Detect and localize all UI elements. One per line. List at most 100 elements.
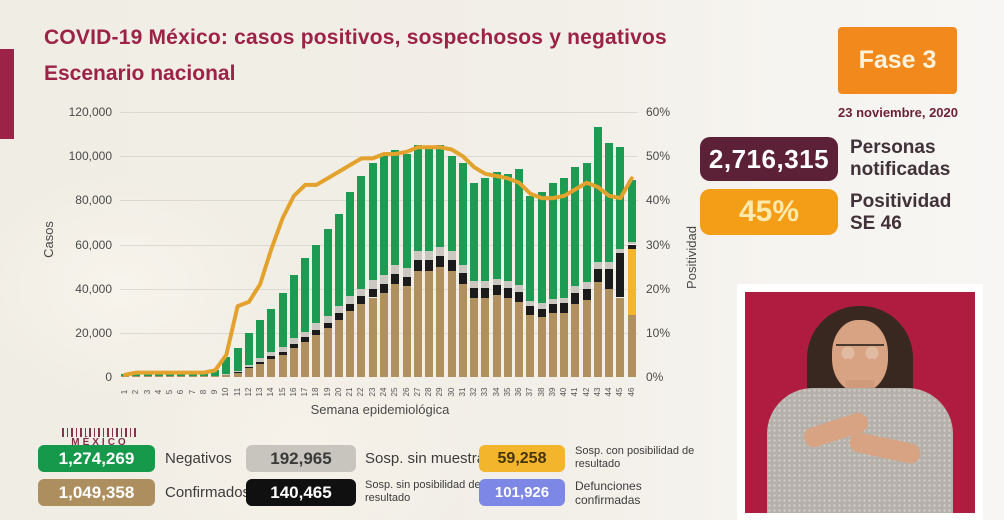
bar-segment-negativos — [447, 156, 456, 252]
bar-segment-confirmados — [391, 284, 400, 377]
bar-segment-sosp-sin-posibilidad-de-resultado — [256, 361, 265, 364]
x-axis-tick: 32 — [469, 387, 479, 397]
bar-segment-negativos — [346, 191, 355, 297]
date-label: 23 noviembre, 2020 — [838, 105, 958, 120]
bar-segment-sosp-sin-muestra — [323, 316, 332, 323]
notified-persons-value: 2,716,315 — [708, 143, 830, 174]
bar-segment-sosp-sin-muestra — [481, 280, 490, 288]
bar-segment-sosp-sin-posibilidad-de-resultado — [492, 285, 501, 296]
x-axis-tick: 30 — [446, 387, 456, 397]
x-axis-tick: 20 — [333, 387, 343, 397]
legend-pill-sosp-sin-posibilidad: 140,465 — [246, 479, 356, 506]
bar-segment-negativos — [413, 145, 422, 252]
bar-segment-sosp-sin-muestra — [301, 331, 310, 338]
bar-segment-sosp-sin-posibilidad-de-resultado — [391, 274, 400, 285]
bar-segment-sosp-sin-muestra — [346, 296, 355, 305]
bar-segment-sosp-sin-muestra — [289, 338, 298, 344]
bar-segment-negativos — [481, 178, 490, 281]
bar-segment-confirmados — [560, 312, 569, 377]
bar-segment-confirmados — [211, 375, 220, 377]
bar-segment-sosp-sin-muestra — [436, 246, 445, 256]
x-axis-tick: 26 — [401, 387, 411, 397]
bar-segment-confirmados — [121, 376, 129, 378]
x-axis-tick: 38 — [536, 387, 546, 397]
legend-label-confirmados: Confirmados — [165, 484, 251, 501]
bar-segment-sosp-sin-muestra — [391, 265, 400, 275]
positivity-label: Positividad SE 46 — [850, 191, 952, 235]
y-axis-tick: 20,000 — [75, 325, 112, 340]
bar-segment-sosp-sin-posibilidad-de-resultado — [593, 268, 602, 283]
bar-segment-sosp-sin-posibilidad-de-resultado — [526, 306, 535, 316]
bar-segment-confirmados — [447, 271, 456, 377]
gridline — [120, 244, 638, 246]
bar-segment-sosp-sin-muestra — [244, 364, 253, 367]
gridline — [120, 332, 638, 334]
bar-segment-sosp-sin-muestra — [593, 262, 602, 269]
right-axis-tick: 30% — [646, 237, 671, 252]
bar-segment-sosp-sin-posibilidad-de-resultado — [244, 366, 253, 369]
bar-segment-sosp-sin-posibilidad-de-resultado — [323, 322, 332, 329]
bar-segment-confirmados — [402, 286, 411, 377]
notified-persons-pill: 2,716,315 — [700, 137, 838, 181]
bar-segment-confirmados — [177, 375, 186, 377]
bar-segment-negativos — [560, 178, 569, 298]
bar-segment-confirmados — [436, 266, 445, 377]
bar-segment-sosp-sin-muestra — [267, 351, 276, 356]
x-axis-tick: 42 — [581, 387, 591, 397]
x-axis-tick: 40 — [559, 387, 569, 397]
bar-segment-confirmados — [301, 341, 310, 377]
x-axis-tick: 44 — [604, 387, 614, 397]
page-title: COVID-19 México: casos positivos, sospec… — [44, 26, 667, 49]
y-axis-tick: 60,000 — [75, 237, 112, 252]
gridline — [120, 112, 638, 113]
y-axis-tick: 100,000 — [68, 149, 112, 164]
bar-segment-sosp-sin-muestra — [458, 265, 467, 274]
bar-segment-sosp-sin-muestra — [470, 280, 479, 288]
bar-segment-sosp-sin-muestra — [492, 278, 501, 286]
bar-segment-sosp-sin-posibilidad-de-resultado — [312, 329, 321, 336]
x-axis-title: Semana epidemiológica — [310, 402, 450, 417]
bar-segment-sosp-sin-muestra — [548, 298, 557, 305]
legend-pill-negativos: 1,274,269 — [38, 445, 155, 472]
bar-segment-confirmados — [548, 312, 557, 377]
bar-segment-negativos — [380, 156, 388, 276]
bar-segment-sosp-sin-posibilidad-de-resultado — [301, 337, 310, 342]
bar-segment-negativos — [492, 171, 501, 279]
bar-segment-sosp-sin-posibilidad-de-resultado — [481, 287, 490, 298]
right-axis-tick: 40% — [646, 193, 671, 208]
bar-segment-confirmados — [143, 375, 152, 377]
bar-segment-negativos — [278, 293, 287, 348]
left-accent-bar — [0, 49, 14, 139]
bar-segment-sosp-sin-posibilidad-de-resultado — [233, 371, 242, 373]
bar-segment-confirmados — [593, 282, 602, 377]
bar-segment-sosp-sin-posibilidad-de-resultado — [447, 259, 456, 271]
positivity-pill: 45% — [700, 189, 838, 235]
bar-segment-confirmados — [481, 297, 490, 377]
x-axis-tick: 6 — [176, 389, 186, 395]
x-axis-tick: 18 — [311, 387, 321, 397]
bar-segment-confirmados — [244, 368, 253, 377]
bar-segment-sosp-sin-posibilidad-de-resultado — [402, 276, 411, 287]
bar-segment-sosp-sin-muestra — [334, 306, 343, 313]
bar-segment-confirmados — [537, 317, 546, 377]
bar-segment-sosp-sin-posibilidad-de-resultado — [582, 288, 591, 300]
bar-segment-negativos — [301, 257, 310, 332]
bar-segment-sosp-sin-posibilidad-de-resultado — [458, 273, 467, 285]
bar-segment-sosp-sin-muestra — [222, 373, 231, 375]
page-subtitle: Escenario nacional — [44, 62, 236, 85]
bar-segment-negativos — [323, 229, 332, 317]
bar-segment-sosp-sin-posibilidad-de-resultado — [548, 304, 557, 313]
bar-segment-confirmados — [199, 375, 208, 377]
x-axis-tick: 12 — [243, 387, 253, 397]
bar-segment-negativos — [244, 332, 253, 365]
x-axis-tick: 3 — [142, 389, 152, 395]
bar-segment-sosp-sin-muestra — [537, 303, 546, 309]
bar-segment-sosp-sin-muestra — [515, 285, 524, 292]
x-axis-tick: 36 — [514, 387, 524, 397]
bar-segment-negativos — [256, 319, 265, 359]
bar-segment-confirmados — [413, 271, 422, 377]
sign-language-interpreter-video — [737, 284, 983, 520]
bar-segment-negativos — [548, 182, 557, 299]
bar-segment-sosp-sin-muestra — [582, 282, 591, 289]
interpreter-video-frame — [745, 292, 975, 513]
